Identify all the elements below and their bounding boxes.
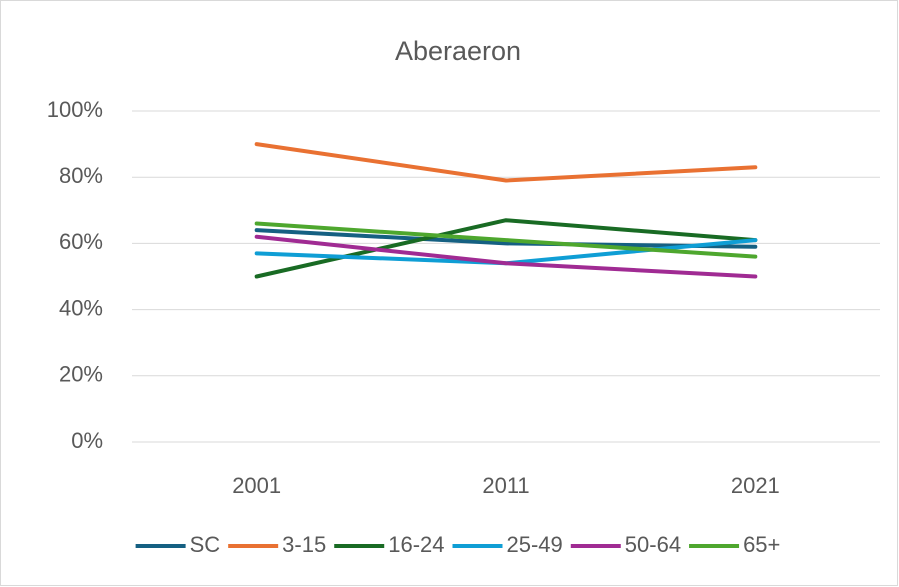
x-tick-label: 2011 [482, 473, 529, 498]
x-tick-label: 2021 [731, 473, 780, 498]
series-line [254, 221, 758, 259]
series-line [254, 228, 758, 249]
y-tick-label: 0% [71, 428, 103, 453]
y-tick-label: 100% [47, 97, 103, 122]
legend-label: 25-49 [507, 532, 563, 557]
legend-label: 16-24 [388, 532, 444, 557]
series-line [254, 142, 758, 183]
y-tick-label: 80% [59, 163, 103, 188]
legend-label: 50-64 [625, 532, 681, 557]
series-line [254, 234, 758, 279]
legend-label: 3-15 [282, 532, 326, 557]
x-tick-label: 2001 [232, 473, 281, 498]
chart-title: Aberaeron [395, 36, 521, 66]
y-tick-label: 60% [59, 229, 103, 254]
legend-label: 65+ [743, 532, 780, 557]
legend-label: SC [190, 532, 221, 557]
y-tick-label: 20% [59, 362, 103, 387]
y-tick-label: 40% [59, 295, 103, 320]
